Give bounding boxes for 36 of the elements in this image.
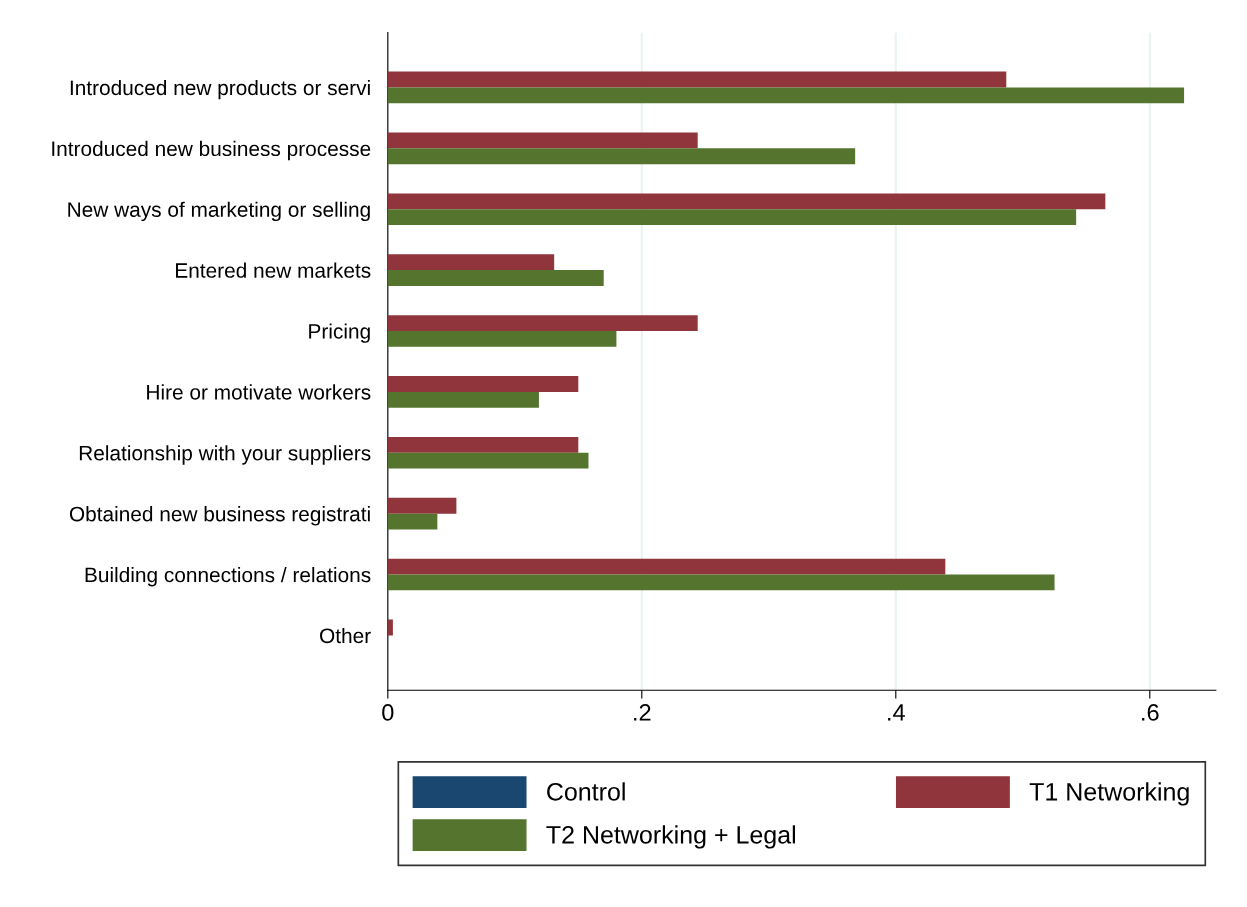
y-tick-label: Introduced new products or servi [70, 79, 370, 100]
bar [387, 132, 698, 149]
bar [387, 71, 1007, 88]
bar [387, 619, 393, 636]
bar [387, 193, 1106, 210]
y-tick-label: Hire or motivate workers [147, 384, 371, 400]
x-tick-label: .6 [1142, 704, 1159, 721]
bar [387, 376, 579, 392]
bar [387, 254, 555, 271]
x-tick-label: 0 [382, 704, 394, 721]
legend-label: T2 Networking + Legal [546, 825, 795, 849]
y-tick-label: Building connections / relations [85, 566, 371, 587]
y-tick-label: Relationship with your suppliers [79, 445, 371, 465]
y-tick-label: New ways of marketing or selling [68, 201, 370, 222]
bar [387, 513, 438, 530]
bar [387, 391, 539, 408]
y-tick-label: Introduced new business processe [52, 140, 371, 161]
bar [387, 574, 1055, 591]
bar [387, 558, 946, 575]
bar [387, 452, 589, 469]
legend-label: Control [547, 782, 625, 801]
y-tick-label: Obtained new business registrati [69, 506, 370, 526]
bar [387, 331, 617, 347]
bar [387, 270, 604, 286]
bar [387, 148, 856, 165]
y-tick-label: Pricing [309, 323, 370, 343]
bar [387, 87, 1185, 104]
y-tick-label: Entered new markets [176, 262, 371, 278]
bar [387, 315, 698, 331]
bar [387, 209, 1077, 226]
x-tick-label: .4 [888, 704, 905, 721]
legend-label: T1 Networking [1029, 782, 1189, 806]
x-tick-label: .2 [634, 704, 651, 721]
bar [387, 436, 579, 453]
bar [387, 497, 457, 514]
y-tick-label: Other [320, 627, 371, 644]
